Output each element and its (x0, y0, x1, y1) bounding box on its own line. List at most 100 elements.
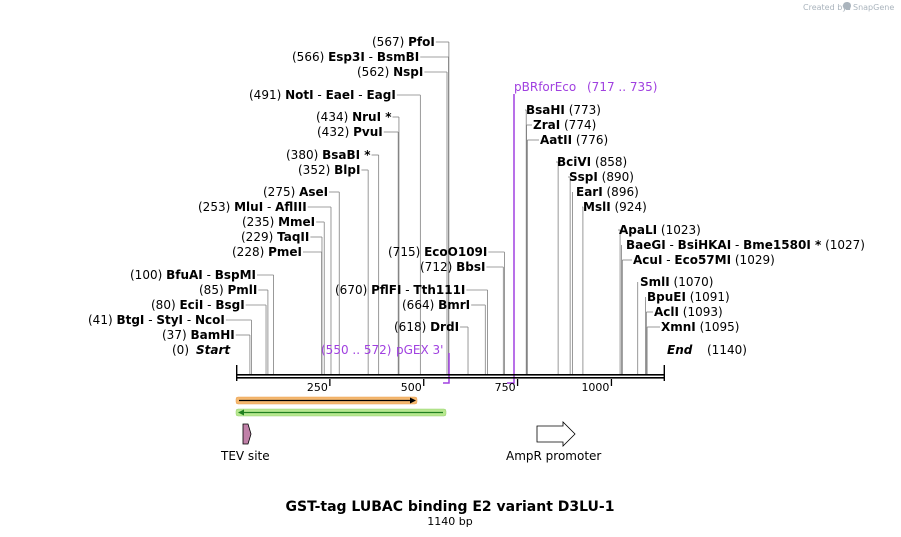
enzyme-label-asei[interactable]: (275) AseI (263, 185, 328, 199)
enzyme-label-xmni[interactable]: XmnI (1095) (661, 320, 739, 334)
enzyme-label-zrai[interactable]: ZraI (774) (533, 118, 596, 132)
primer-pbrforeco-arrow[interactable] (507, 94, 515, 384)
enzyme-name: BamHI (190, 328, 234, 342)
feature-tev-site[interactable]: TEV site (220, 423, 270, 463)
enzyme-label-baegi[interactable]: BaeGI - BsiHKAI - Bme1580I * (1027) (626, 238, 865, 252)
enzyme-site-aatii[interactable]: AatII (776) (540, 133, 608, 147)
enzyme-site-blpi[interactable]: (352) BlpI (298, 163, 360, 177)
enzyme-site-bsabi[interactable]: (380) BsaBI * (286, 148, 371, 162)
enzyme-name: NotI (285, 88, 314, 102)
primer-pbrforeco[interactable]: pBRforEco (717 .. 735) (507, 80, 657, 384)
enzyme-label-bbsi[interactable]: (712) BbsI (420, 260, 485, 274)
enzyme-label-bsahi[interactable]: BsaHI (773) (526, 103, 601, 117)
enzyme-site-asei[interactable]: (275) AseI (263, 185, 328, 199)
enzyme-label-acui[interactable]: AcuI - Eco57MI (1029) (633, 253, 775, 267)
enzyme-label-bpuei[interactable]: BpuEI (1091) (647, 290, 730, 304)
enzyme-name: MslI (583, 200, 611, 214)
enzyme-site-pmli[interactable]: (85) PmlI (199, 283, 257, 297)
enzyme-name: ApaLI (619, 223, 657, 237)
enzyme-separator: - (203, 268, 215, 282)
enzyme-label-sspi[interactable]: SspI (890) (569, 170, 634, 184)
enzyme-name: BsaHI (526, 103, 565, 117)
enzyme-label-pfoi[interactable]: (567) PfoI (372, 35, 435, 49)
enzyme-label-msli[interactable]: MslI (924) (583, 200, 647, 214)
enzyme-site-bbsi[interactable]: (712) BbsI (420, 260, 485, 274)
enzyme-site-drdi[interactable]: (618) DrdI (394, 320, 459, 334)
enzyme-site-bamhi[interactable]: (37) BamHI (162, 328, 235, 342)
tick-label-1000: 1000 (581, 381, 609, 394)
enzyme-label-eari[interactable]: EarI (896) (576, 185, 639, 199)
enzyme-site-apali[interactable]: ApaLI (1023) (619, 223, 701, 237)
enzyme-label-acli[interactable]: AclI (1093) (654, 305, 723, 319)
enzyme-site-acli[interactable]: AclI (1093) (654, 305, 723, 319)
enzyme-label-nrui[interactable]: (434) NruI * (316, 110, 392, 124)
enzyme-label-bcivi[interactable]: BciVI (858) (557, 155, 627, 169)
enzyme-label-bamhi[interactable]: (37) BamHI (162, 328, 235, 342)
enzyme-label-pflfi[interactable]: (670) PflFI - Tth111I (335, 283, 465, 297)
enzyme-site-sspi[interactable]: SspI (890) (569, 170, 634, 184)
enzyme-site-mlui[interactable]: (253) MluI - AflIII (198, 200, 307, 214)
enzyme-label-esp3i[interactable]: (566) Esp3I - BsmBI (292, 50, 419, 64)
enzyme-site-noti[interactable]: (491) NotI - EaeI - EagI (249, 88, 396, 102)
orf-reverse[interactable] (235, 408, 447, 417)
enzyme-site-xmni[interactable]: XmnI (1095) (661, 320, 739, 334)
enzyme-label-ecii[interactable]: (80) EciI - BsgI (151, 298, 245, 312)
enzyme-site-bpuei[interactable]: BpuEI (1091) (647, 290, 730, 304)
enzyme-site-ecii[interactable]: (80) EciI - BsgI (151, 298, 245, 312)
enzyme-label-bsabi[interactable]: (380) BsaBI * (286, 148, 371, 162)
enzyme-label-pmli[interactable]: (85) PmlI (199, 283, 257, 297)
enzyme-site-pmei[interactable]: (228) PmeI (232, 245, 302, 259)
enzyme-label-aatii[interactable]: AatII (776) (540, 133, 608, 147)
enzyme-site-ecoo109i[interactable]: (715) EcoO109I (388, 245, 487, 259)
enzyme-site-msli[interactable]: MslI (924) (583, 200, 647, 214)
tev-site-arrow-icon[interactable] (242, 423, 252, 445)
enzyme-label-btgi[interactable]: (41) BtgI - StyI - NcoI (88, 313, 225, 327)
enzyme-site-esp3i[interactable]: (566) Esp3I - BsmBI (292, 50, 419, 64)
enzyme-site-bmri[interactable]: (664) BmrI (402, 298, 470, 312)
enzyme-site-taqii[interactable]: (229) TaqII (241, 230, 309, 244)
primer-pgex3[interactable]: pGEX 3' (550 .. 572) (321, 343, 450, 384)
primer-pgex3-arrow[interactable] (443, 353, 450, 384)
enzyme-site-bcivi[interactable]: BciVI (858) (557, 155, 627, 169)
enzyme-label-blpi[interactable]: (352) BlpI (298, 163, 360, 177)
enzyme-site-zrai[interactable]: ZraI (774) (533, 118, 596, 132)
enzyme-label-noti[interactable]: (491) NotI - EaeI - EagI (249, 88, 396, 102)
enzyme-label-mlui[interactable]: (253) MluI - AflIII (198, 200, 307, 214)
enzyme-site-bsahi[interactable]: BsaHI (773) (526, 103, 601, 117)
enzyme-label-smli[interactable]: SmlI (1070) (640, 275, 713, 289)
enzyme-site-btgi[interactable]: (41) BtgI - StyI - NcoI (88, 313, 225, 327)
ampr-promoter-arrow-icon[interactable] (536, 421, 576, 447)
ruler-ticks: 250 500 750 1000 (307, 379, 613, 394)
snapgene-credit: Created by SnapGene (803, 2, 894, 12)
enzyme-site-mmei[interactable]: (235) MmeI (242, 215, 315, 229)
enzyme-labels: (37) BamHI(41) BtgI - StyI - NcoI(80) Ec… (88, 35, 865, 342)
enzyme-position: (100) (130, 268, 166, 282)
enzyme-label-pmei[interactable]: (228) PmeI (232, 245, 302, 259)
enzyme-site-acui[interactable]: AcuI - Eco57MI (1029) (633, 253, 775, 267)
enzyme-isoschizomer: BsgI (215, 298, 244, 312)
enzyme-site-pvui[interactable]: (432) PvuI (317, 125, 383, 139)
enzyme-site-bfuai[interactable]: (100) BfuAI - BspMI (130, 268, 256, 282)
enzyme-site-eari[interactable]: EarI (896) (576, 185, 639, 199)
enzyme-site-smli[interactable]: SmlI (1070) (640, 275, 713, 289)
enzyme-position: (715) (388, 245, 424, 259)
enzyme-label-apali[interactable]: ApaLI (1023) (619, 223, 701, 237)
enzyme-label-drdi[interactable]: (618) DrdI (394, 320, 459, 334)
enzyme-site-pfoi[interactable]: (567) PfoI (372, 35, 435, 49)
enzyme-label-bmri[interactable]: (664) BmrI (402, 298, 470, 312)
end-position: (1140) (707, 343, 747, 357)
enzyme-label-bfuai[interactable]: (100) BfuAI - BspMI (130, 268, 256, 282)
enzyme-site-nspi[interactable]: (562) NspI (357, 65, 423, 79)
feature-ampr-promoter[interactable]: AmpR promoter (506, 421, 601, 463)
enzyme-site-nrui[interactable]: (434) NruI * (316, 110, 392, 124)
enzyme-site-pflfi[interactable]: (670) PflFI - Tth111I (335, 283, 465, 297)
cut-lines (225, 41, 660, 374)
enzyme-label-ecoo109i[interactable]: (715) EcoO109I (388, 245, 487, 259)
enzyme-label-taqii[interactable]: (229) TaqII (241, 230, 309, 244)
enzyme-site-baegi[interactable]: BaeGI - BsiHKAI - Bme1580I * (1027) (626, 238, 865, 252)
enzyme-label-pvui[interactable]: (432) PvuI (317, 125, 383, 139)
enzyme-label-mmei[interactable]: (235) MmeI (242, 215, 315, 229)
orf-forward[interactable] (235, 396, 418, 405)
enzyme-label-nspi[interactable]: (562) NspI (357, 65, 423, 79)
